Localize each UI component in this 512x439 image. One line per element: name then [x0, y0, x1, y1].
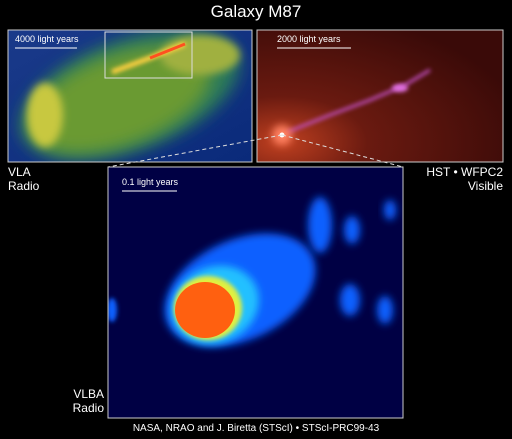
credit: NASA, NRAO and J. Biretta (STScI) • STSc…: [133, 423, 380, 434]
zoom-line: [107, 134, 283, 168]
vla-scale: 4000 light years: [15, 34, 79, 44]
vla-image: [8, 30, 252, 162]
hst-label: HST • WFPC2: [426, 165, 503, 179]
hst-frame: [256, 29, 504, 163]
hst-label: Visible: [468, 179, 503, 193]
vla-label: VLA: [8, 165, 31, 179]
title: Galaxy M87: [211, 2, 302, 21]
vlba-frame: [107, 166, 404, 419]
vlba-label: VLBA: [73, 387, 104, 401]
hst-scale: 2000 light years: [277, 34, 341, 44]
vlba-image: [108, 167, 403, 418]
vla-frame: [7, 29, 253, 163]
hst-image: [257, 30, 503, 162]
vlba-scale: 0.1 light years: [122, 177, 179, 187]
vla-label: Radio: [8, 179, 40, 193]
vlba-label: Radio: [73, 401, 105, 415]
zoom-box: [104, 31, 193, 79]
